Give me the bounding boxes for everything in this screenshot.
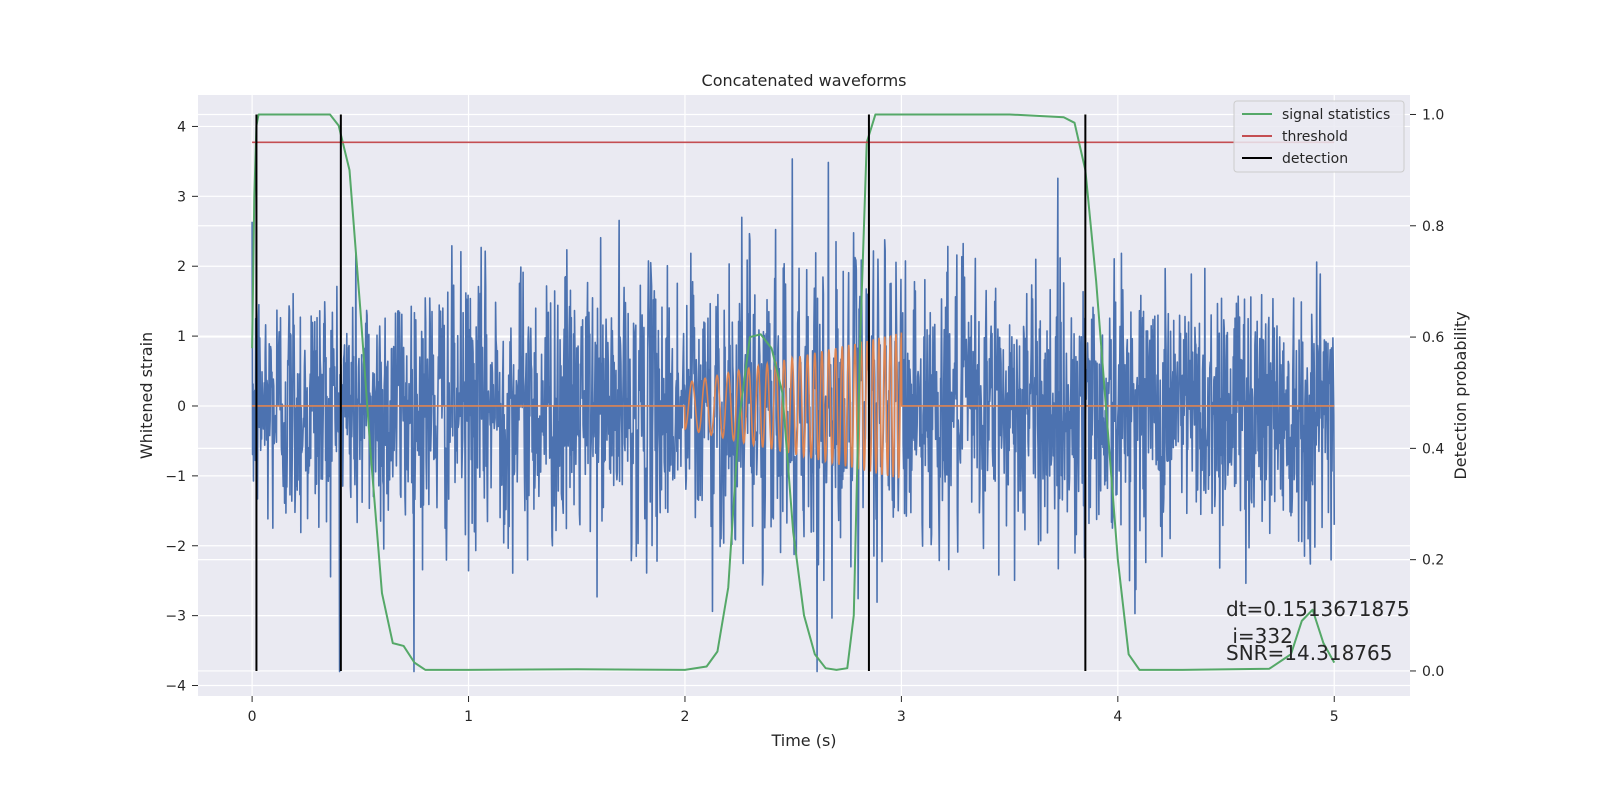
x-tick-label: 1	[464, 709, 473, 725]
x-tick-label: 3	[897, 709, 906, 725]
y2-tick-label: 0.4	[1422, 441, 1444, 457]
y-tick-label: 2	[177, 259, 186, 275]
y-tick-label: −3	[165, 609, 186, 625]
x-tick-label: 2	[681, 709, 690, 725]
x-tick-label: 0	[248, 709, 257, 725]
annotations: dt=0.1513671875 i=332 SNR=14.318765	[1226, 597, 1410, 665]
y-tick-label: −2	[165, 539, 186, 555]
x-tick-label: 4	[1113, 709, 1122, 725]
annotation-i: i=332	[1226, 624, 1293, 648]
y2-tick-label: 0.2	[1422, 553, 1444, 569]
legend-entry: detection	[1282, 151, 1348, 167]
y2-tick-label: 0.0	[1422, 664, 1444, 680]
y-tick-label: 4	[177, 119, 186, 135]
ticks: 0 1 2 3 4 5 −4 −3 −2 −1 0 1 2 3 4 0.0 0.2 0.4 0.6 0.8 1.0	[165, 107, 1444, 725]
annotation-snr: SNR=14.318765	[1226, 641, 1392, 665]
y2-tick-label: 0.6	[1422, 330, 1444, 346]
y2-tick-label: 0.8	[1422, 219, 1444, 235]
y-axis-label: Whitened strain	[137, 332, 156, 459]
x-tick-label: 5	[1330, 709, 1339, 725]
y-tick-label: −4	[165, 679, 186, 695]
series-injected-line	[252, 332, 1335, 479]
y2-tick-label: 1.0	[1422, 107, 1444, 123]
legend-box	[1233, 100, 1405, 173]
x-axis-label: Time (s)	[770, 731, 836, 750]
annotation-dt: dt=0.1513671875	[1226, 597, 1410, 621]
y-tick-label: 1	[177, 329, 186, 345]
data-layer	[251, 113, 1336, 673]
y-tick-label: 0	[177, 399, 186, 415]
y-tick-label: 3	[177, 189, 186, 205]
y-tick-label: −1	[165, 469, 186, 485]
legend-entry: signal statistics	[1282, 107, 1390, 123]
y2-axis-label: Detection probability	[1451, 311, 1470, 479]
legend: signal statistics threshold detection	[1233, 100, 1405, 173]
chart-title: Concatenated waveforms	[702, 71, 907, 90]
legend-entry: threshold	[1282, 129, 1348, 145]
